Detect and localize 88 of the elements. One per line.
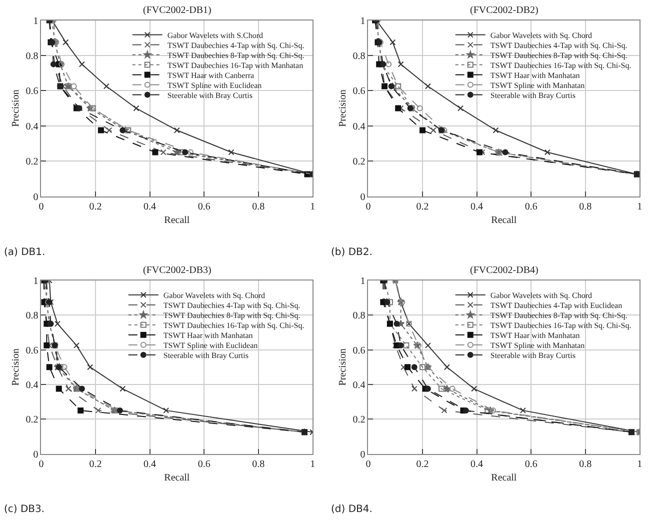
chart-title: (FVC2002-DB4) [470,265,538,276]
y-axis-title: Precision [338,90,349,127]
legend-label: Gabor Wavelets with S.Chord [167,30,264,40]
y-tick-label: 0.6 [352,86,366,98]
y-tick-label: 0 [360,449,366,460]
legend-label: TSWT Daubechies 4-Tap with Sq. Chi-Sq. [163,301,300,310]
legend-label: TSWT Haar with Manhatan [490,70,580,80]
x-axis-title: Recall [164,214,190,226]
chart-title: (FVC2002-DB3) [143,265,212,276]
legend-label: TSWT Daubechies 16-Tap with Manhatan [167,60,304,70]
x-tick-label: 0.6 [198,201,210,212]
legend-label: TSWT Spline with Manhatan [490,341,585,350]
x-tick-label: 0.8 [579,201,592,212]
x-tick-label: 1 [310,458,316,470]
y-tick-label: 0.6 [26,345,38,356]
legend-label: TSWT Haar with Manhatan [163,331,253,340]
x-axis-title: Recall [491,472,517,484]
legend-label: Steerable with Bray Curtis [490,351,576,360]
y-tick-label: 1 [360,276,366,287]
legend-label: TSWT Spline with Euclidean [167,80,262,90]
y-tick-label: 0.4 [26,121,38,132]
x-tick-label: 1 [637,201,642,212]
legend-label: Steerable with Bray Curtis [490,90,576,100]
x-tick-label: 0.4 [144,458,156,470]
y-tick-label: 1 [360,16,366,27]
x-tick-label: 0.2 [89,458,102,470]
y-tick-label: 1 [33,276,38,287]
y-axis-title: Precision [338,348,349,386]
x-tick-label: 0.4 [144,201,156,212]
text: (d) DB4. [331,504,372,515]
x-tick-label: 0.2 [89,201,102,212]
text: (b) DB2. [331,247,372,258]
legend-label: TSWT Daubechies 8-Tap with Sq. Chi-Sq. [163,311,300,320]
legend-label: TSWT Haar with Manhatan [490,331,580,340]
y-tick-label: 0.2 [26,414,38,426]
legend-label: TSWT Daubechies 16-Tap with Sq. Chi-Sq. [490,60,632,70]
y-tick-label: 0.4 [352,121,366,132]
y-tick-label: 0.8 [352,310,366,322]
x-tick-label: 0.6 [198,458,210,470]
x-tick-label: 0.8 [252,201,265,212]
legend-label: Gabor Wavelets with Sq. Chord [490,291,592,300]
legend-label: Steerable with Bray Curtis [163,351,248,360]
y-tick-label: 0.8 [26,310,38,322]
x-tick-label: 0.2 [416,458,429,470]
y-tick-label: 0 [33,449,38,460]
chart-title: (FVC2002-DB2) [470,5,538,16]
y-tick-label: 0.2 [352,414,366,426]
legend-label: TSWT Spline with Euclidean [163,341,258,350]
x-tick-label: 0.8 [252,458,265,470]
y-tick-label: 0 [360,192,366,203]
legend-label: Gabor Wavelets with Sq. Chord [490,30,592,40]
legend-label: TSWT Spline with Manhatan [490,80,585,90]
y-tick-label: 1 [33,16,38,27]
y-axis-title: Precision [10,348,22,386]
y-tick-label: 0.2 [352,156,366,168]
y-tick-label: 0.4 [352,380,366,391]
y-tick-label: 0.8 [26,50,38,62]
y-tick-label: 0.2 [26,156,38,168]
y-tick-label: 0.8 [352,50,366,62]
y-tick-label: 0 [33,192,38,203]
text: (c) DB3. [4,504,45,515]
y-axis-title: Precision [10,90,22,127]
legend-label: TSWT Haar with Canberra [167,70,255,80]
x-axis-title: Recall [491,214,517,226]
legend-label: TSWT Daubechies 16-Tap with Sq. Chi-Sq. [163,321,304,330]
legend-label: TSWT Daubechies 8-Tap with Sq. Chi-Sq. [490,50,628,60]
x-tick-label: 0.6 [524,201,538,212]
y-tick-label: 0.6 [352,345,366,356]
legend-label: TSWT Daubechies 4-Tap with Sq. Chi-Sq. [167,40,304,50]
x-axis-title: Recall [164,472,190,484]
chart-title: (FVC2002-DB1) [143,5,212,16]
x-tick-label: 1 [637,458,642,470]
x-tick-label: 1 [310,201,316,212]
legend-label: TSWT Daubechies 4-Tap with Euclidean [490,301,622,310]
legend-label: TSWT Daubechies 8-Tap with Sq. Chi-Sq. [490,311,628,320]
legend-label: Gabor Wavelets with Sq. Chord [163,291,266,300]
legend-label: TSWT Daubechies 16-Tap with Sq. Chi-Sq. [490,321,632,330]
legend-label: Steerable with Bray Curtis [167,90,252,100]
y-tick-label: 0.6 [26,86,38,98]
x-tick-label: 0.6 [524,458,538,470]
x-tick-label: 0.2 [416,201,429,212]
x-tick-label: 0.8 [579,458,592,470]
legend-label: TSWT Daubechies 4-Tap with Sq. Chi-Sq. [490,40,628,50]
legend-label: TSWT Daubechies 8-Tap with Sq. Chi-Sq. [167,50,304,60]
x-tick-label: 0.4 [470,201,484,212]
text: (a) DB1. [4,247,46,258]
x-tick-label: 0.4 [470,458,484,470]
y-tick-label: 0.4 [26,380,38,391]
